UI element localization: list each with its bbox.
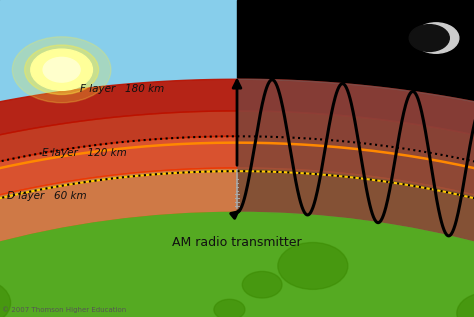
Bar [237,0,474,317]
Circle shape [457,292,474,317]
Circle shape [242,271,282,298]
Text: F layer   180 km: F layer 180 km [80,84,164,94]
Circle shape [31,49,92,90]
Circle shape [0,278,10,317]
Circle shape [0,212,474,317]
Circle shape [413,23,459,53]
Circle shape [214,299,245,317]
Text: AM radio transmitter: AM radio transmitter [172,236,302,249]
Polygon shape [0,79,474,317]
Text: E layer   120 km: E layer 120 km [42,148,127,158]
Text: © 2007 Thomson Higher Education: © 2007 Thomson Higher Education [2,307,127,313]
Polygon shape [0,168,474,317]
Polygon shape [0,79,474,317]
Bar [0,0,237,317]
Polygon shape [0,136,474,317]
Circle shape [25,45,99,94]
Polygon shape [0,111,474,317]
Circle shape [278,243,348,289]
Circle shape [409,25,449,51]
Circle shape [43,57,80,82]
Circle shape [12,37,111,103]
Text: D layer   60 km: D layer 60 km [7,191,87,201]
